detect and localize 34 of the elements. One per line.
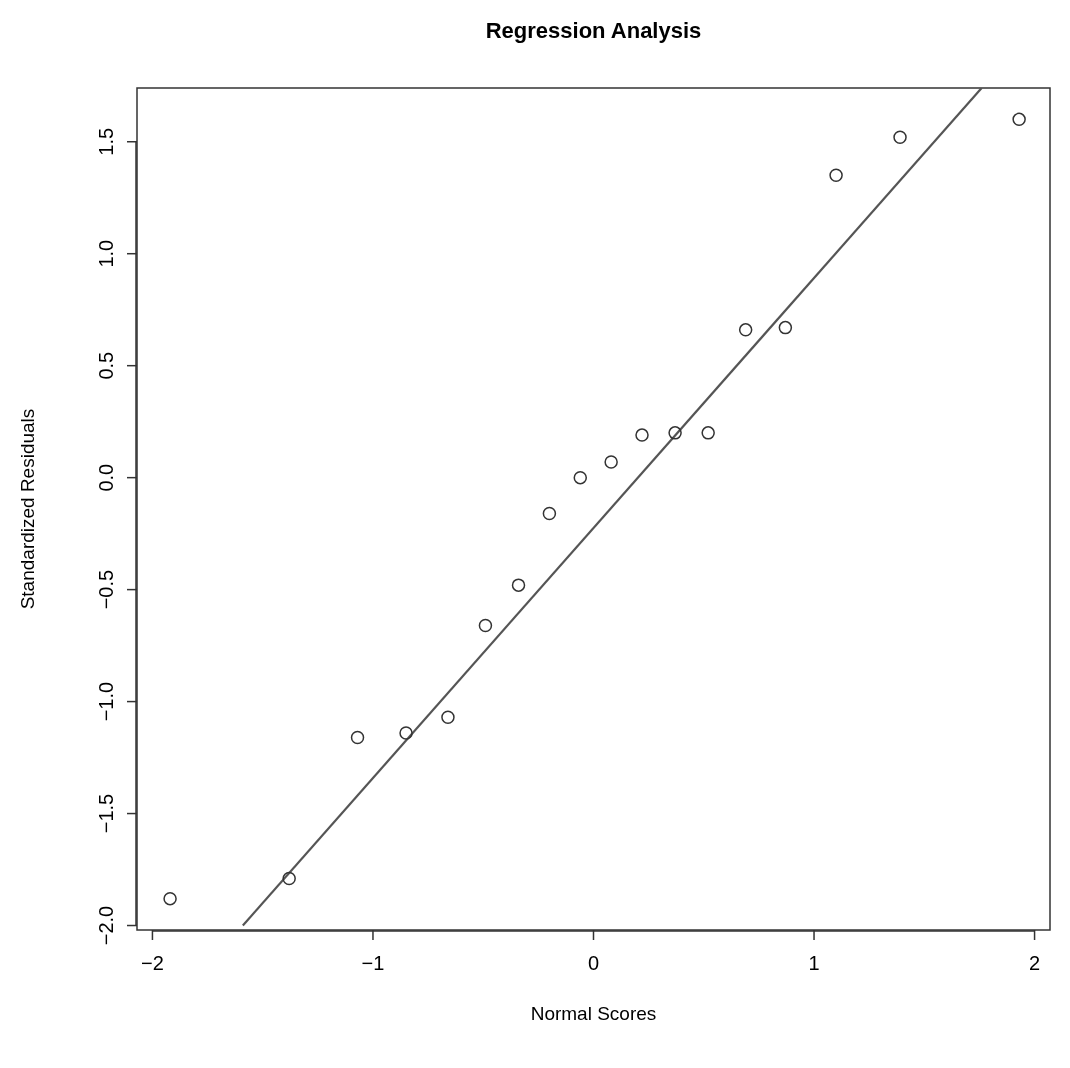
y-tick-label: 0.0 — [95, 463, 117, 492]
chart-title: Regression Analysis — [485, 18, 702, 43]
y-tick-label: 0.5 — [95, 351, 117, 380]
point — [573, 470, 588, 485]
point — [282, 871, 296, 886]
point — [478, 618, 493, 633]
y-tick-label: 1.0 — [95, 239, 117, 268]
point — [542, 506, 557, 521]
point — [441, 710, 455, 725]
point — [668, 426, 682, 440]
y-tick-label: −1.5 — [95, 793, 117, 834]
point — [399, 726, 413, 740]
point — [1012, 112, 1026, 127]
y-tick-label: −2.0 — [95, 905, 117, 946]
x-tick-label: −2 — [141, 952, 164, 974]
point — [829, 168, 843, 183]
point — [701, 426, 715, 440]
x-axis-title: Normal Scores — [530, 1003, 657, 1024]
point — [604, 455, 618, 469]
point — [163, 891, 177, 906]
x-tick-label: −1 — [361, 952, 385, 974]
point — [635, 428, 649, 442]
x-tick-label: 1 — [808, 952, 820, 974]
x-tick-label: 2 — [1029, 952, 1041, 974]
y-axis-title: Standardized Residuals — [17, 408, 38, 610]
point — [511, 578, 526, 592]
y-tick-label: −0.5 — [95, 569, 117, 610]
point — [738, 323, 753, 337]
point — [778, 320, 793, 335]
x-tick-label: 0 — [587, 952, 600, 974]
point — [893, 130, 907, 145]
point — [350, 730, 365, 745]
y-tick-label: −1.0 — [95, 681, 117, 722]
y-tick-label: 1.5 — [95, 127, 117, 156]
